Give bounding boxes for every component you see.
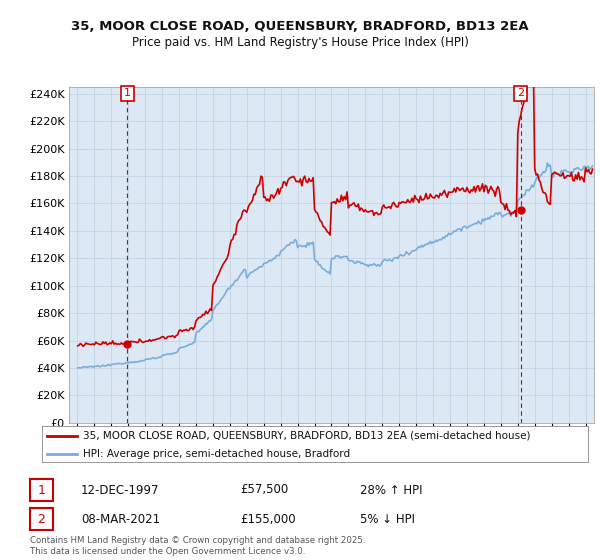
Text: 35, MOOR CLOSE ROAD, QUEENSBURY, BRADFORD, BD13 2EA (semi-detached house): 35, MOOR CLOSE ROAD, QUEENSBURY, BRADFOR… bbox=[83, 431, 530, 441]
Text: Contains HM Land Registry data © Crown copyright and database right 2025.
This d: Contains HM Land Registry data © Crown c… bbox=[30, 536, 365, 556]
Text: 1: 1 bbox=[37, 483, 46, 497]
Text: 12-DEC-1997: 12-DEC-1997 bbox=[81, 483, 160, 497]
Text: £57,500: £57,500 bbox=[240, 483, 288, 497]
Text: 2: 2 bbox=[37, 512, 46, 526]
Text: 2: 2 bbox=[517, 88, 524, 99]
Text: 28% ↑ HPI: 28% ↑ HPI bbox=[360, 483, 422, 497]
Text: £155,000: £155,000 bbox=[240, 512, 296, 526]
Text: Price paid vs. HM Land Registry's House Price Index (HPI): Price paid vs. HM Land Registry's House … bbox=[131, 36, 469, 49]
Text: 1: 1 bbox=[124, 88, 131, 99]
Text: 35, MOOR CLOSE ROAD, QUEENSBURY, BRADFORD, BD13 2EA: 35, MOOR CLOSE ROAD, QUEENSBURY, BRADFOR… bbox=[71, 20, 529, 32]
Text: HPI: Average price, semi-detached house, Bradford: HPI: Average price, semi-detached house,… bbox=[83, 449, 350, 459]
Text: 5% ↓ HPI: 5% ↓ HPI bbox=[360, 512, 415, 526]
Text: 08-MAR-2021: 08-MAR-2021 bbox=[81, 512, 160, 526]
